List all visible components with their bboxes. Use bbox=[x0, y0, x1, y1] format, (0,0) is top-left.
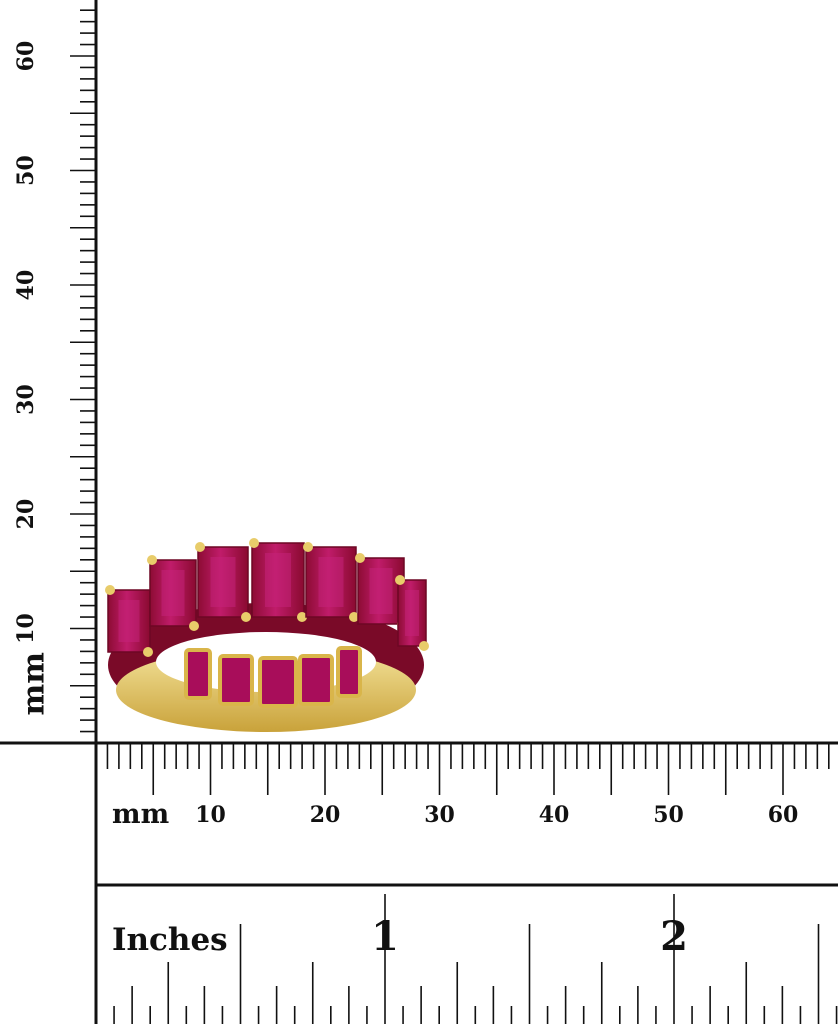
inner-ruby-stone bbox=[258, 656, 298, 708]
gold-prong bbox=[143, 647, 153, 657]
ruby-facet bbox=[405, 590, 419, 636]
ruby-facet bbox=[318, 557, 344, 607]
ruby-facet bbox=[210, 557, 236, 607]
horizontal-mm-label: 50 bbox=[653, 802, 684, 828]
horizontal-mm-label: 10 bbox=[195, 802, 226, 828]
gold-prong bbox=[395, 575, 405, 585]
vertical-unit-label: mm bbox=[16, 652, 52, 716]
inner-ruby-stone bbox=[218, 654, 254, 706]
gold-prong bbox=[419, 641, 429, 651]
inch-label: 2 bbox=[660, 913, 688, 960]
vertical-mm-label: 30 bbox=[13, 384, 39, 415]
gold-prong bbox=[349, 612, 359, 622]
gold-prong bbox=[195, 542, 205, 552]
vertical-mm-label: 20 bbox=[13, 499, 39, 530]
ruby-facet bbox=[265, 553, 291, 607]
ruby-facet bbox=[161, 570, 185, 616]
inner-ruby-stone bbox=[336, 646, 362, 698]
inch-label: 1 bbox=[371, 913, 399, 960]
gold-prong bbox=[355, 553, 365, 563]
ruby-facet bbox=[369, 568, 393, 614]
gold-prong bbox=[249, 538, 259, 548]
horizontal-unit-label: mm bbox=[112, 799, 169, 830]
inner-ruby-stone bbox=[184, 648, 212, 700]
inner-ruby-stone bbox=[298, 654, 334, 706]
vertical-mm-label: 40 bbox=[13, 270, 39, 301]
inch-unit-label: Inches bbox=[112, 922, 228, 958]
gold-prong bbox=[105, 585, 115, 595]
horizontal-mm-label: 60 bbox=[768, 802, 799, 828]
ruby-facet bbox=[118, 600, 140, 642]
vertical-mm-label: 10 bbox=[13, 613, 39, 644]
horizontal-mm-label: 40 bbox=[539, 802, 570, 828]
horizontal-mm-label: 20 bbox=[310, 802, 341, 828]
gold-prong bbox=[297, 612, 307, 622]
gold-prong bbox=[241, 612, 251, 622]
gold-prong bbox=[147, 555, 157, 565]
vertical-mm-label: 60 bbox=[13, 41, 39, 72]
gold-prong bbox=[189, 621, 199, 631]
horizontal-mm-label: 30 bbox=[424, 802, 455, 828]
gold-prong bbox=[303, 542, 313, 552]
vertical-mm-label: 50 bbox=[13, 155, 39, 186]
